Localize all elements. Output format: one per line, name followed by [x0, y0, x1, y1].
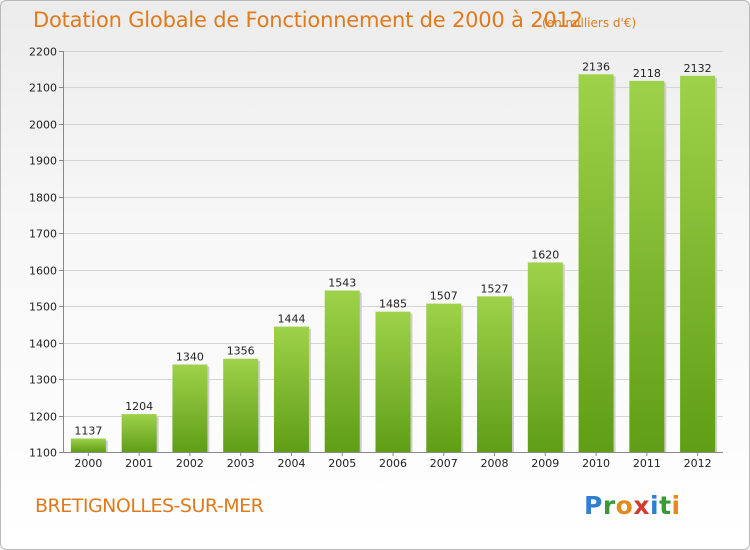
- y-tick-label: 1400: [29, 338, 57, 351]
- data-label: 1340: [176, 351, 204, 364]
- x-tick-label: 2008: [481, 457, 509, 470]
- bar: [375, 311, 411, 452]
- commune-name: BRETIGNOLLES-SUR-MER: [35, 495, 264, 517]
- bar: [172, 364, 208, 452]
- logo-letter: x: [633, 491, 650, 520]
- y-tick-label: 1500: [29, 301, 57, 314]
- logo-letter: o: [615, 491, 634, 520]
- bar: [477, 296, 513, 452]
- data-label: 1137: [74, 425, 102, 438]
- bar: [223, 358, 259, 452]
- data-label: 1356: [227, 345, 255, 358]
- data-label: 1507: [430, 290, 458, 303]
- y-tick-label: 2200: [29, 46, 57, 59]
- logo-letter: P: [584, 491, 603, 520]
- bar: [121, 414, 157, 452]
- x-tick-label: 2004: [277, 457, 305, 470]
- x-tick-label: 2012: [684, 457, 712, 470]
- x-tick-label: 2011: [633, 457, 661, 470]
- data-label: 1527: [481, 282, 509, 295]
- data-label: 1620: [531, 248, 559, 261]
- x-tick-label: 2010: [582, 457, 610, 470]
- bar: [70, 438, 106, 452]
- x-tick-label: 2009: [531, 457, 559, 470]
- data-label: 1485: [379, 298, 407, 311]
- y-tick-label: 1800: [29, 192, 57, 205]
- bar: [527, 262, 563, 452]
- data-label: 2136: [582, 60, 610, 73]
- bar: [680, 75, 716, 452]
- data-label: 2132: [684, 62, 712, 75]
- bar: [273, 326, 309, 452]
- y-tick-label: 1100: [29, 447, 57, 460]
- bar: [324, 290, 360, 452]
- logo-letter: i: [650, 491, 660, 520]
- y-tick-label: 1300: [29, 374, 57, 387]
- y-tick-label: 1600: [29, 265, 57, 278]
- bar: [578, 74, 614, 453]
- x-tick-label: 2006: [379, 457, 407, 470]
- x-tick-label: 2005: [328, 457, 356, 470]
- logo-letter: r: [602, 491, 616, 520]
- y-tick-label: 2000: [29, 119, 57, 132]
- bar: [426, 303, 462, 452]
- data-label: 1444: [277, 313, 305, 326]
- data-label: 1543: [328, 277, 356, 290]
- logo-letter: t: [659, 491, 672, 520]
- bar: [629, 80, 665, 452]
- x-tick-label: 2002: [176, 457, 204, 470]
- x-tick-label: 2007: [430, 457, 458, 470]
- x-tick-label: 2000: [74, 457, 102, 470]
- data-label: 2118: [633, 67, 661, 80]
- y-tick-label: 1900: [29, 155, 57, 168]
- x-tick-label: 2003: [227, 457, 255, 470]
- y-tick-label: 1700: [29, 228, 57, 241]
- x-tick-label: 2001: [125, 457, 153, 470]
- y-tick-label: 2100: [29, 82, 57, 95]
- y-tick-label: 1200: [29, 411, 57, 424]
- chart-title: Dotation Globale de Fonctionnement de 20…: [33, 8, 583, 32]
- data-label: 1204: [125, 400, 153, 413]
- logo-letter: i: [671, 491, 681, 520]
- proxiti-logo[interactable]: Proxiti: [584, 491, 681, 520]
- chart-unit: (en milliers d'€): [542, 16, 637, 30]
